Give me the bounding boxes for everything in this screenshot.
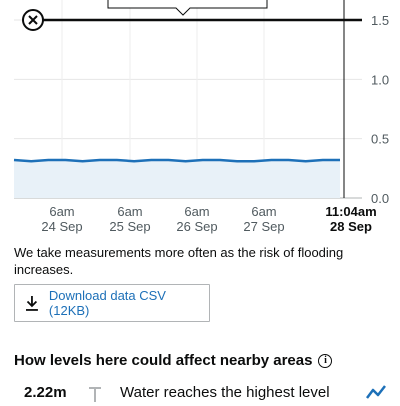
y-tick-label: 1.5 — [371, 13, 389, 28]
x-tick-date: 25 Sep — [109, 219, 150, 234]
x-tick-time: 6am — [184, 204, 209, 219]
x-tick-date: 24 Sep — [41, 219, 82, 234]
impact-description: Water reaches the highest level — [120, 384, 330, 401]
info-icon[interactable]: i — [318, 353, 333, 368]
level-line — [13, 158, 340, 163]
measurement-note: We take measurements more often as the r… — [14, 245, 344, 277]
now-time-label: 11:04am — [325, 204, 376, 219]
remove-threshold-button[interactable] — [22, 9, 44, 31]
y-tick-label: 0.0 — [371, 191, 389, 206]
level-area — [14, 160, 340, 198]
x-tick-time: 6am — [117, 204, 142, 219]
x-tick-date: 26 Sep — [176, 219, 217, 234]
tooltip-box — [107, 0, 268, 16]
download-csv-button[interactable]: Download data CSV (12KB) — [14, 284, 210, 322]
level-marker-icon — [89, 387, 101, 402]
now-date-label: 28 Sep — [330, 219, 372, 234]
trend-icon — [366, 385, 386, 399]
impacts-title: How levels here could affect nearby area… — [14, 352, 313, 369]
impact-level: 2.22m — [24, 384, 67, 401]
download-csv-label: Download data CSV (12KB) — [48, 288, 166, 318]
x-tick-date: 27 Sep — [243, 219, 284, 234]
impacts-heading: How levels here could affect nearby area… — [14, 352, 333, 369]
y-tick-label: 1.0 — [371, 72, 389, 87]
download-icon — [25, 296, 38, 311]
impact-row[interactable]: 2.22m Water reaches the highest level — [0, 382, 400, 406]
x-tick-time: 6am — [251, 204, 276, 219]
close-icon-cross — [28, 15, 38, 25]
x-tick-time: 6am — [49, 204, 74, 219]
y-tick-label: 0.5 — [371, 132, 389, 147]
